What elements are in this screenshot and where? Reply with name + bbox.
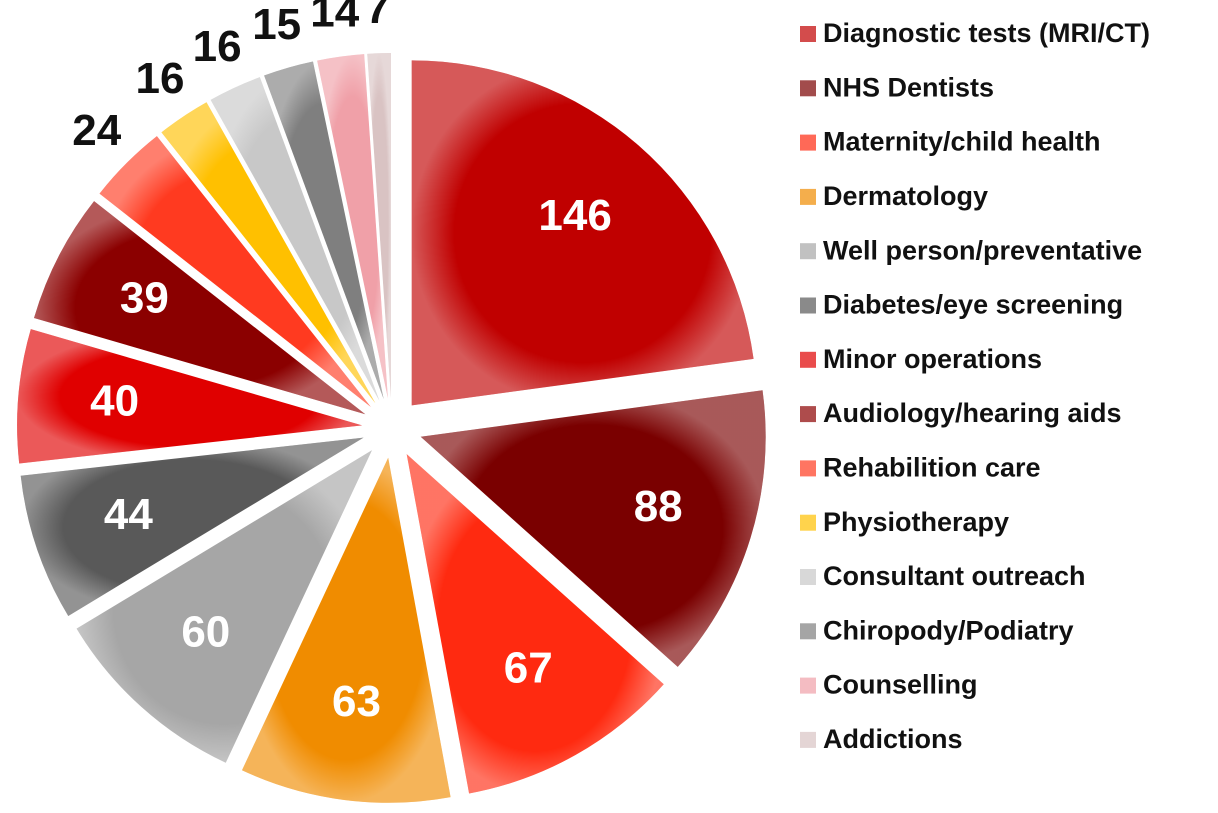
data-label: 44 (104, 490, 153, 539)
data-label: 67 (504, 643, 553, 692)
legend-swatch (800, 80, 816, 97)
legend-label: Counselling (823, 670, 978, 700)
data-label: 24 (72, 106, 121, 155)
legend-swatch (800, 351, 816, 368)
legend-swatch (800, 297, 816, 314)
data-label: 60 (181, 608, 230, 657)
legend-swatch (800, 731, 816, 748)
data-label: 39 (120, 273, 169, 322)
legend-swatch (800, 677, 816, 694)
legend-swatch (800, 460, 816, 477)
legend-swatch (800, 243, 816, 260)
legend-label: Minor operations (823, 344, 1042, 374)
legend-label: Audiology/hearing aids (823, 398, 1122, 428)
legend-label: Consultant outreach (823, 561, 1086, 591)
legend-label: Well person/preventative (823, 235, 1142, 265)
legend-swatch (800, 26, 816, 42)
legend-label: Chiropody/Podiatry (823, 615, 1074, 645)
data-label: 15 (252, 0, 301, 49)
data-label: 146 (538, 191, 611, 240)
legend-label: Dermatology (823, 181, 988, 211)
legend-swatch (800, 569, 816, 585)
legend-label: Maternity/child health (823, 127, 1101, 157)
data-label: 14 (310, 0, 359, 37)
legend-swatch (800, 623, 816, 640)
legend-label: Addictions (823, 724, 963, 754)
legend-swatch (800, 188, 816, 205)
legend-label: Physiotherapy (823, 507, 1009, 537)
legend-swatch (800, 406, 816, 423)
legend-swatch (800, 134, 816, 151)
data-label: 88 (634, 482, 683, 531)
data-label: 16 (136, 54, 185, 103)
legend-swatch (800, 514, 816, 531)
legend-label: NHS Dentists (823, 72, 994, 102)
legend-label: Diagnostic tests (MRI/CT) (823, 18, 1150, 48)
data-label: 7 (365, 0, 389, 33)
data-label: 63 (332, 677, 381, 726)
legend-label: Diabetes/eye screening (823, 290, 1123, 320)
legend-label: Rehabilition care (823, 453, 1041, 483)
data-label: 16 (193, 22, 242, 71)
data-label: 40 (90, 377, 139, 426)
